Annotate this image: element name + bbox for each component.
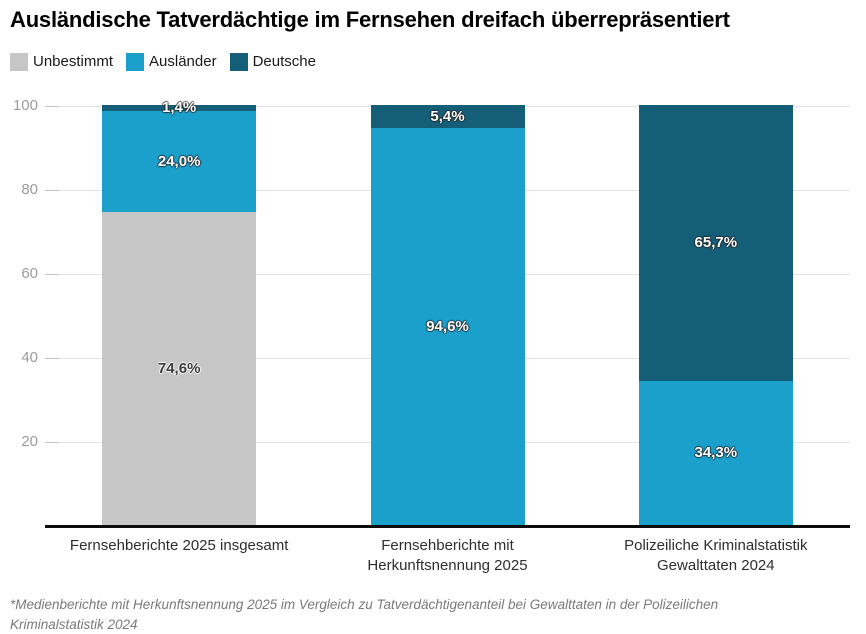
- segment-value-label: 24,0%: [157, 152, 201, 170]
- bar-1: 5,4% 94,6%: [370, 105, 525, 525]
- bar-0: 1,4% 24,0% 74,6%: [102, 99, 257, 525]
- y-axis-tick: [45, 358, 59, 359]
- legend-swatch-deutsche: [229, 53, 248, 71]
- y-tick-label-20: 20: [21, 433, 38, 450]
- legend-swatch-auslaender: [126, 53, 145, 71]
- chart-footnote: *Medienberichte mit Herkunftsnennung 202…: [10, 597, 719, 632]
- legend-item-auslaender: Ausländer: [126, 53, 217, 71]
- category-label-0: Fernsehberichte 2025 insgesamt: [69, 537, 289, 554]
- bar-segment-deutsche: 5,4%: [370, 105, 525, 128]
- x-axis-line: [45, 525, 850, 528]
- category-label-2: Polizeiliche Kriminalstatistik Gewalttat…: [624, 537, 808, 574]
- legend-label: Deutsche: [252, 53, 316, 70]
- y-tick-label-60: 60: [21, 265, 38, 282]
- chart-title: Ausländische Tatverdächtige im Fernsehen…: [10, 7, 730, 32]
- legend-swatch-unbestimmt: [10, 53, 28, 71]
- y-axis-tick: [45, 442, 59, 443]
- y-axis-tick: [45, 106, 59, 107]
- y-axis-tick: [45, 274, 59, 275]
- legend-item-unbestimmt: Unbestimmt: [10, 53, 113, 71]
- segment-value-label: 34,3%: [694, 444, 738, 462]
- segment-value-label: 1,4%: [162, 99, 197, 117]
- plot-area: 20 40 60 80 100 1,4% 24,0% 74,6% Fernsehberichte…: [13, 97, 850, 574]
- bar-segment-deutsche: 1,4%: [102, 99, 257, 116]
- bar-segment-unbestimmt: 74,6%: [102, 211, 257, 525]
- y-tick-label-100: 100: [12, 97, 38, 114]
- legend-item-deutsche: Deutsche: [229, 53, 316, 71]
- bar-segment-ausländer: 94,6%: [370, 127, 525, 525]
- segment-value-label: 5,4%: [430, 107, 465, 125]
- bar-segment-ausländer: 34,3%: [638, 380, 793, 525]
- bar-segment-ausländer: 24,0%: [102, 110, 257, 212]
- segment-value-label: 65,7%: [694, 234, 738, 252]
- bar-segment-deutsche: 65,7%: [638, 105, 793, 381]
- legend-label: Ausländer: [149, 53, 217, 70]
- legend: Unbestimmt Ausländer Deutsche: [10, 53, 329, 71]
- segment-value-label: 74,6%: [157, 359, 201, 377]
- bar-2: 65,7% 34,3%: [638, 105, 793, 525]
- y-tick-label-80: 80: [21, 181, 38, 198]
- legend-label: Unbestimmt: [33, 53, 114, 70]
- y-tick-label-40: 40: [21, 349, 38, 366]
- category-label-1: Fernsehberichte mit Herkunftsnennung 202…: [367, 537, 528, 574]
- segment-value-label: 94,6%: [426, 317, 469, 335]
- y-axis-tick: [45, 190, 59, 191]
